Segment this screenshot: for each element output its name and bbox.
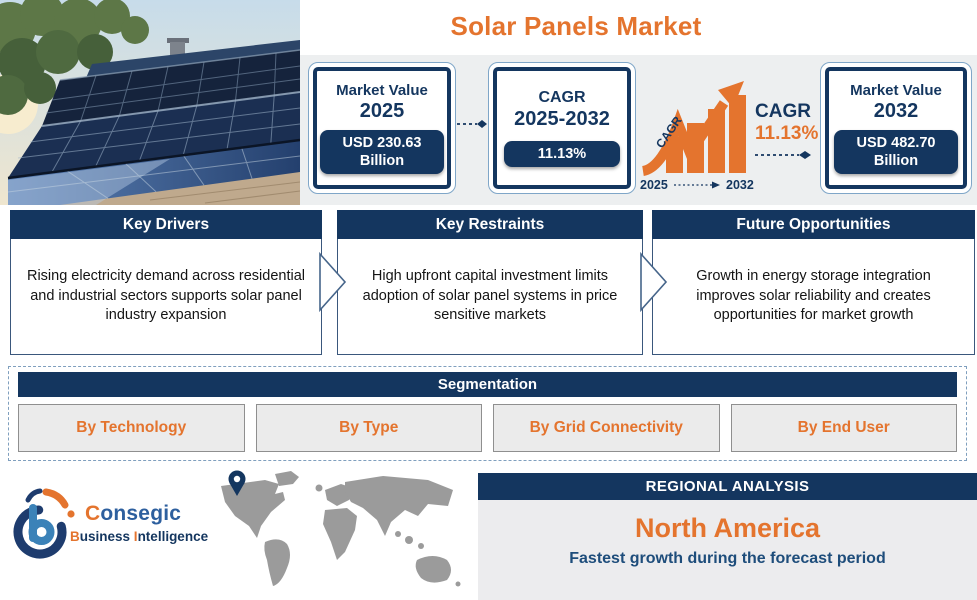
cagr-callout-label: CAGR [755,101,811,122]
cagr-card-inner: CAGR 2025-2032 11.13% [493,67,631,189]
future-opportunities-header: Future Opportunities [652,210,975,239]
segment-by-end-user: By End User [730,404,957,452]
chevron-right-icon [319,252,347,312]
market-value-2032-inner: Market Value 2032 USD 482.70 Billion [825,67,967,189]
cagr-period: 2025-2032 [514,108,610,131]
solar-panels-photo [0,0,301,205]
region-name: North America [634,513,821,543]
solar-panels-photo-art [0,0,301,205]
location-pin-icon [228,470,246,496]
market-value-2025-label: Market Value [336,81,428,99]
segment-by-grid-connectivity: By Grid Connectivity [493,404,720,452]
consegic-wordmark: Consegic [85,502,182,525]
growth-chart-icon: CAGR 2025 2032 [640,81,754,192]
business-intelligence-wordmark: Business Intelligence [70,529,209,544]
market-value-2025-year: 2025 [359,100,405,122]
regional-analysis-panel: North America Fastest growth during the … [478,500,977,600]
page-title: Solar Panels Market [450,11,702,41]
consegic-logo-text: Consegic Business Intelligence [70,502,208,544]
market-value-2032-label: Market Value [850,81,942,99]
key-drivers-header: Key Drivers [10,210,322,239]
market-value-2032-badge: USD 482.70 Billion [834,130,958,175]
world-map [221,470,461,587]
cagr-label: CAGR [538,88,586,106]
key-drivers-box: Key Drivers Rising electricity demand ac… [10,210,322,356]
segment-by-technology: By Technology [18,404,245,452]
future-opportunities-box: Future Opportunities Growth in energy st… [652,210,975,356]
growth-start-year: 2025 [640,178,668,192]
segment-by-type: By Type [255,404,482,452]
dashed-connector-icon [755,150,811,159]
key-restraints-header: Key Restraints [337,210,643,239]
region-subtitle: Fastest growth during the forecast perio… [569,550,886,567]
market-value-2032-year: 2032 [873,100,919,122]
consegic-logo-icon [13,488,75,559]
cagr-callout-value: 11.13% [755,122,819,144]
regional-analysis-header: REGIONAL ANALYSIS [478,473,977,500]
segmentation-header: Segmentation [18,372,957,397]
market-value-2025-inner: Market Value 2025 USD 230.63 Billion [313,67,451,189]
cagr-badge: 11.13% [504,141,620,168]
key-restraints-text: High upfront capital investment limits a… [337,239,643,355]
cagr-callout: CAGR 11.13% [755,101,819,166]
key-restraints-box: Key Restraints High upfront capital inve… [337,210,643,356]
consegic-logo: Consegic Business Intelligence [8,480,216,580]
market-value-2032-card: Market Value 2032 USD 482.70 Billion [820,62,972,194]
market-value-2025-badge: USD 230.63 Billion [320,130,444,175]
segmentation-row: By Technology By Type By Grid Connectivi… [18,404,957,452]
dashed-connector-icon [457,120,487,128]
stats-band: Market Value 2025 USD 230.63 Billion CAG… [300,55,977,205]
segmentation-section: Segmentation By Technology By Type By Gr… [8,366,967,461]
cagr-card: CAGR 2025-2032 11.13% [488,62,636,194]
chevron-right-icon [640,252,668,312]
growth-end-year: 2032 [726,178,754,192]
future-opportunities-text: Growth in energy storage integration imp… [652,239,975,355]
key-drivers-text: Rising electricity demand across residen… [10,239,322,355]
market-value-2025-card: Market Value 2025 USD 230.63 Billion [308,62,456,194]
